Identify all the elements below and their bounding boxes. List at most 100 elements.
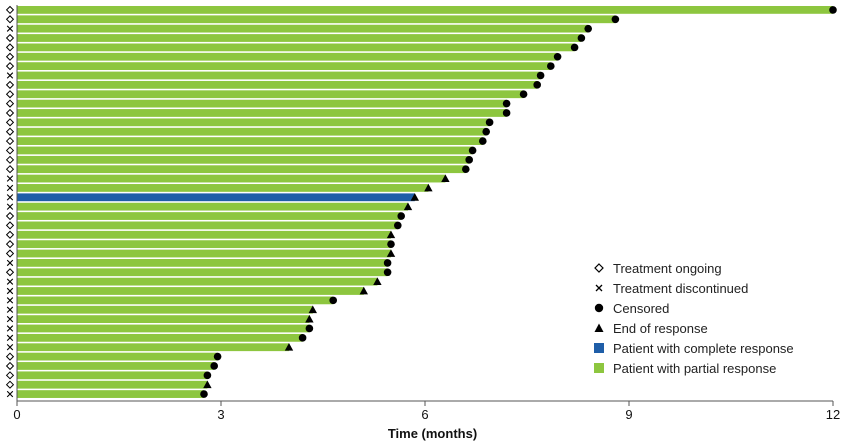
legend-item-complete: Patient with complete response bbox=[592, 338, 794, 358]
treatment-discontinued-marker bbox=[6, 390, 14, 398]
treatment-ongoing-marker bbox=[5, 108, 15, 118]
treatment-ongoing-marker bbox=[5, 240, 15, 249]
censored-marker bbox=[502, 99, 511, 108]
treatment-discontinued-marker bbox=[6, 25, 14, 32]
treatment-discontinued-marker bbox=[6, 175, 14, 182]
treatment-ongoing-marker bbox=[5, 155, 15, 164]
censored-marker bbox=[203, 371, 212, 380]
patient-bar bbox=[17, 6, 833, 14]
patient-bar bbox=[17, 296, 334, 305]
treatment-ongoing-marker bbox=[5, 221, 15, 230]
patient-bar bbox=[17, 43, 575, 52]
treatment-ongoing-marker bbox=[5, 165, 15, 174]
treatment-discontinued-marker bbox=[6, 184, 14, 192]
legend-label: Treatment ongoing bbox=[613, 260, 722, 276]
censored-marker bbox=[547, 62, 555, 70]
patient-bar bbox=[17, 127, 487, 136]
x-tick-label: 6 bbox=[421, 407, 428, 422]
patient-bar bbox=[17, 202, 408, 211]
treatment-discontinued-marker bbox=[6, 334, 14, 342]
censored-marker bbox=[482, 127, 491, 136]
patient-bar bbox=[17, 380, 208, 389]
treatment-ongoing-marker bbox=[5, 371, 15, 380]
legend-item-ongoing: Treatment ongoing bbox=[592, 258, 794, 278]
legend-item-discontinued: Treatment discontinued bbox=[592, 278, 794, 298]
censored-marker bbox=[397, 212, 406, 220]
censored-marker bbox=[210, 362, 218, 370]
treatment-ongoing-marker bbox=[5, 361, 15, 371]
legend-label: Censored bbox=[613, 300, 670, 316]
patient-bar bbox=[17, 118, 490, 127]
treatment-ongoing-marker bbox=[5, 136, 15, 146]
legend-item-censored: Censored bbox=[592, 298, 794, 318]
censored-marker bbox=[502, 109, 511, 117]
patient-bar bbox=[17, 362, 215, 370]
end-of-response-marker bbox=[373, 277, 382, 286]
treatment-discontinued-marker bbox=[6, 259, 14, 267]
patient-bar bbox=[17, 137, 483, 145]
censored-marker bbox=[485, 118, 494, 127]
x-axis: 0 3 6 9 12 bbox=[13, 5, 840, 422]
censored-marker bbox=[611, 15, 620, 24]
patient-bar bbox=[17, 212, 402, 220]
patient-bar bbox=[17, 390, 204, 398]
treatment-ongoing-marker bbox=[5, 211, 15, 221]
treatment-status-markers bbox=[5, 5, 15, 398]
treatment-ongoing-marker bbox=[5, 52, 15, 61]
legend-label: Patient with complete response bbox=[613, 340, 794, 356]
legend-item-partial: Patient with partial response bbox=[592, 358, 794, 378]
treatment-discontinued-marker bbox=[6, 344, 14, 351]
censored-marker bbox=[387, 240, 395, 248]
censored-marker bbox=[553, 52, 562, 61]
patient-bar bbox=[17, 230, 391, 239]
censored-marker bbox=[479, 137, 487, 145]
end-of-response-marker bbox=[441, 174, 450, 182]
patient-bar bbox=[17, 34, 582, 42]
patient-bar bbox=[17, 90, 524, 99]
blue-square-icon bbox=[592, 341, 606, 355]
patient-bar bbox=[17, 62, 551, 71]
censored-marker bbox=[465, 156, 474, 164]
censored-marker bbox=[468, 146, 477, 155]
patient-bar bbox=[17, 268, 388, 277]
treatment-discontinued-marker bbox=[6, 306, 14, 313]
treatment-ongoing-marker bbox=[5, 352, 15, 361]
diamond-icon bbox=[592, 261, 606, 275]
treatment-ongoing-marker bbox=[5, 99, 15, 108]
censored-marker bbox=[519, 90, 528, 99]
patient-bar bbox=[17, 193, 415, 202]
end-of-response-marker bbox=[203, 380, 212, 389]
patient-bar bbox=[17, 371, 208, 380]
patient-bar bbox=[17, 165, 466, 174]
legend-label: Patient with partial response bbox=[613, 360, 777, 376]
censored-marker bbox=[213, 352, 222, 361]
treatment-ongoing-marker bbox=[5, 230, 15, 239]
censored-marker bbox=[305, 324, 314, 333]
end-of-response-marker bbox=[403, 202, 413, 211]
treatment-ongoing-marker bbox=[5, 249, 15, 258]
treatment-discontinued-marker bbox=[6, 297, 14, 304]
treatment-ongoing-marker bbox=[5, 62, 15, 71]
treatment-discontinued-marker bbox=[6, 203, 14, 210]
censored-marker bbox=[383, 259, 392, 267]
end-of-response-marker bbox=[359, 286, 368, 295]
legend-label: Treatment discontinued bbox=[613, 280, 749, 296]
end-of-response-marker bbox=[308, 305, 317, 314]
treatment-ongoing-marker bbox=[5, 80, 15, 89]
patient-bar bbox=[17, 99, 507, 108]
treatment-ongoing-marker bbox=[5, 146, 15, 155]
triangle-icon bbox=[592, 321, 606, 335]
treatment-discontinued-marker bbox=[6, 315, 14, 323]
censored-marker bbox=[584, 24, 592, 33]
x-tick-label: 12 bbox=[826, 407, 840, 422]
censored-marker bbox=[394, 221, 402, 230]
patient-bar bbox=[17, 240, 391, 249]
patient-bar bbox=[17, 109, 507, 117]
patient-bar bbox=[17, 315, 310, 324]
legend-item-end: End of response bbox=[592, 318, 794, 338]
treatment-discontinued-marker bbox=[6, 72, 14, 79]
treatment-discontinued-marker bbox=[6, 194, 14, 201]
x-tick-label: 0 bbox=[13, 407, 20, 422]
patient-bar bbox=[17, 155, 470, 164]
treatment-ongoing-marker bbox=[5, 127, 15, 136]
